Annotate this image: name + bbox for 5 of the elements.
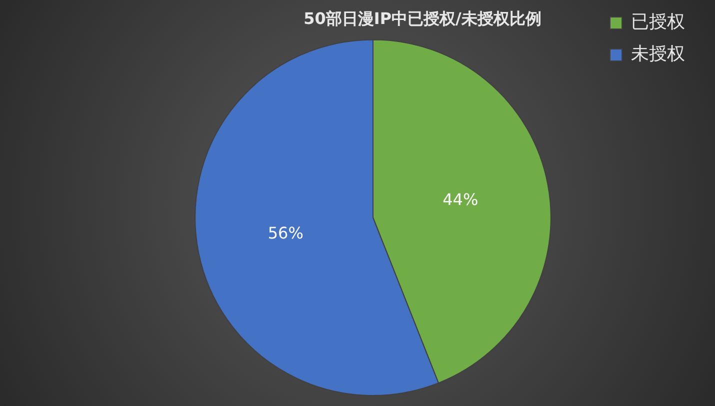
legend-label: 未授权 [631,44,685,65]
data-label: 44% [442,190,478,210]
legend-label: 已授权 [631,12,685,33]
data-label: 56% [268,223,304,242]
chart-title: 50部日漫IP中已授权/未授权比例 [304,8,542,28]
